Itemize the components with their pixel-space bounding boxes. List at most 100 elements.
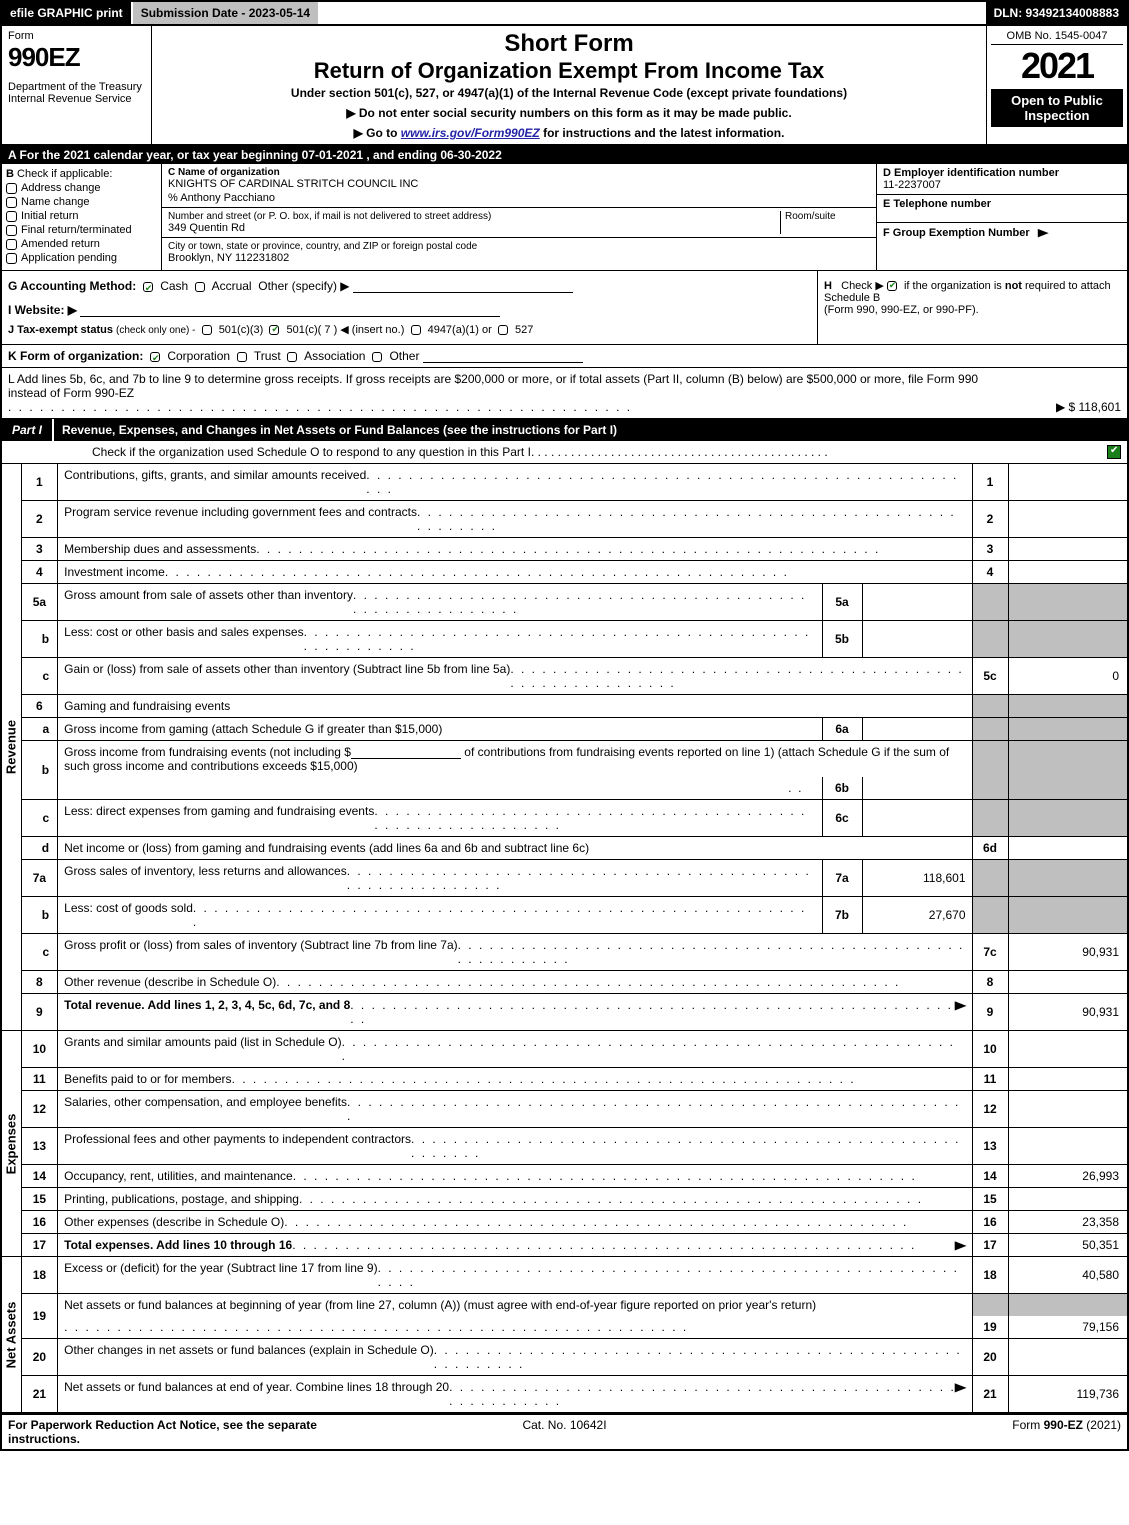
chk-4947a1[interactable]	[411, 325, 421, 335]
section-gh: G Accounting Method: Cash Accrual Other …	[0, 271, 1129, 345]
chk-other-org[interactable]	[372, 352, 382, 362]
line-3-amount	[1008, 538, 1128, 561]
line-7a-amount: 118,601	[862, 860, 972, 897]
revenue-tab: Revenue	[4, 720, 19, 774]
top-bar: efile GRAPHIC print Submission Date - 20…	[0, 0, 1129, 26]
line-9-amount: 90,931	[1008, 994, 1128, 1031]
city-state-zip: Brooklyn, NY 112231802	[168, 252, 870, 264]
chk-527[interactable]	[498, 325, 508, 335]
line-10-amount	[1008, 1031, 1128, 1068]
gross-receipts-value: ▶ $ 118,601	[1056, 400, 1121, 414]
title-short-form: Short Form	[158, 30, 980, 58]
chk-final-return[interactable]	[6, 225, 17, 236]
line-6b-contrib-input[interactable]	[351, 747, 461, 759]
ein-value: 11-2237007	[883, 179, 1121, 191]
warning-ssn: ▶ Do not enter social security numbers o…	[158, 106, 980, 120]
section-h: H Check ▶ if the organization is not req…	[817, 271, 1127, 344]
form-label: Form	[8, 30, 145, 42]
line-14-amount: 26,993	[1008, 1165, 1128, 1188]
form-id-footer: Form 990-EZ (2021)	[750, 1418, 1121, 1446]
line-18-amount: 40,580	[1008, 1257, 1128, 1294]
org-other-input[interactable]	[423, 351, 583, 363]
accounting-other-input[interactable]	[353, 281, 573, 293]
line-13-amount	[1008, 1128, 1128, 1165]
section-a-period: A For the 2021 calendar year, or tax yea…	[0, 146, 1129, 164]
line-19-amount: 79,156	[1008, 1316, 1128, 1339]
line-12-amount	[1008, 1091, 1128, 1128]
line-15-amount	[1008, 1188, 1128, 1211]
part-i-subheader: Check if the organization used Schedule …	[0, 441, 1129, 464]
chk-cash[interactable]	[143, 282, 153, 292]
line-20-amount	[1008, 1339, 1128, 1376]
title-main: Return of Organization Exempt From Incom…	[158, 58, 980, 84]
line-6a-amount	[862, 718, 972, 741]
expenses-table: 10Grants and similar amounts paid (list …	[22, 1031, 1129, 1257]
title-sub: Under section 501(c), 527, or 4947(a)(1)…	[158, 86, 980, 100]
line-21-amount: 119,736	[1008, 1376, 1128, 1414]
section-i-label: I Website: ▶	[8, 303, 77, 317]
sections-bcdef: B Check if applicable: Address change Na…	[0, 164, 1129, 271]
chk-501c[interactable]	[269, 325, 279, 335]
line-7c-amount: 90,931	[1008, 934, 1128, 971]
chk-accrual[interactable]	[195, 282, 205, 292]
net-assets-section: Net Assets 18Excess or (deficit) for the…	[0, 1257, 1129, 1414]
net-assets-table: 18Excess or (deficit) for the year (Subt…	[22, 1257, 1129, 1414]
efile-label: efile GRAPHIC print	[2, 2, 133, 24]
part-i-header: Part I Revenue, Expenses, and Changes in…	[0, 419, 1129, 441]
line-5a-amount	[862, 584, 972, 621]
care-of: % Anthony Pacchiano	[168, 192, 870, 204]
tax-year: 2021	[991, 45, 1123, 87]
submission-date: Submission Date - 2023-05-14	[133, 2, 320, 24]
line-5b-amount	[862, 621, 972, 658]
line-2-amount	[1008, 501, 1128, 538]
line-17-amount: 50,351	[1008, 1234, 1128, 1257]
chk-schedule-b-not-required[interactable]	[887, 281, 897, 291]
website-input[interactable]	[80, 305, 500, 317]
line-4-amount	[1008, 561, 1128, 584]
section-b: B Check if applicable: Address change Na…	[2, 164, 162, 270]
line-6b-amount	[862, 777, 972, 800]
line-5c-amount: 0	[1008, 658, 1128, 695]
irs-link[interactable]: www.irs.gov/Form990EZ	[401, 126, 540, 140]
section-l: L Add lines 5b, 6c, and 7b to line 9 to …	[0, 368, 1129, 419]
net-assets-tab: Net Assets	[4, 1301, 19, 1368]
sections-def: D Employer identification number 11-2237…	[877, 164, 1127, 270]
chk-corporation[interactable]	[150, 352, 160, 362]
revenue-section: Revenue 1Contributions, gifts, grants, a…	[0, 464, 1129, 1031]
line-6c-amount	[862, 800, 972, 837]
line-6d-amount	[1008, 837, 1128, 860]
chk-name-change[interactable]	[6, 197, 17, 208]
chk-application-pending[interactable]	[6, 253, 17, 264]
chk-schedule-o-used[interactable]	[1107, 445, 1121, 459]
org-name: KNIGHTS OF CARDINAL STRITCH COUNCIL INC	[168, 178, 870, 190]
chk-501c3[interactable]	[202, 325, 212, 335]
dept-treasury: Department of the Treasury	[8, 81, 145, 93]
form-number: 990EZ	[8, 42, 145, 73]
open-to-public: Open to Public Inspection	[991, 89, 1123, 127]
omb-number: OMB No. 1545-0047	[991, 30, 1123, 45]
section-c: C Name of organization KNIGHTS OF CARDIN…	[162, 164, 877, 270]
form-header: Form 990EZ Department of the Treasury In…	[0, 26, 1129, 146]
section-k: K Form of organization: Corporation Trus…	[0, 345, 1129, 368]
dln-label: DLN: 93492134008883	[986, 2, 1127, 24]
line-1-amount	[1008, 464, 1128, 501]
page-footer: For Paperwork Reduction Act Notice, see …	[0, 1414, 1129, 1451]
chk-trust[interactable]	[237, 352, 247, 362]
section-d-label: D Employer identification number	[883, 167, 1059, 179]
chk-initial-return[interactable]	[6, 211, 17, 222]
expenses-tab: Expenses	[4, 1113, 19, 1174]
line-8-amount	[1008, 971, 1128, 994]
section-f-label: F Group Exemption Number	[883, 227, 1030, 239]
goto-line: ▶ Go to www.irs.gov/Form990EZ for instru…	[158, 126, 980, 140]
chk-amended-return[interactable]	[6, 239, 17, 250]
section-e-label: E Telephone number	[883, 198, 991, 210]
chk-association[interactable]	[287, 352, 297, 362]
catalog-number: Cat. No. 10642I	[379, 1418, 750, 1446]
line-16-amount: 23,358	[1008, 1211, 1128, 1234]
chk-address-change[interactable]	[6, 183, 17, 194]
paperwork-notice: For Paperwork Reduction Act Notice, see …	[8, 1418, 379, 1446]
expenses-section: Expenses 10Grants and similar amounts pa…	[0, 1031, 1129, 1257]
street-address: 349 Quentin Rd	[168, 222, 780, 234]
dept-irs: Internal Revenue Service	[8, 93, 145, 105]
revenue-table: 1Contributions, gifts, grants, and simil…	[22, 464, 1129, 1031]
